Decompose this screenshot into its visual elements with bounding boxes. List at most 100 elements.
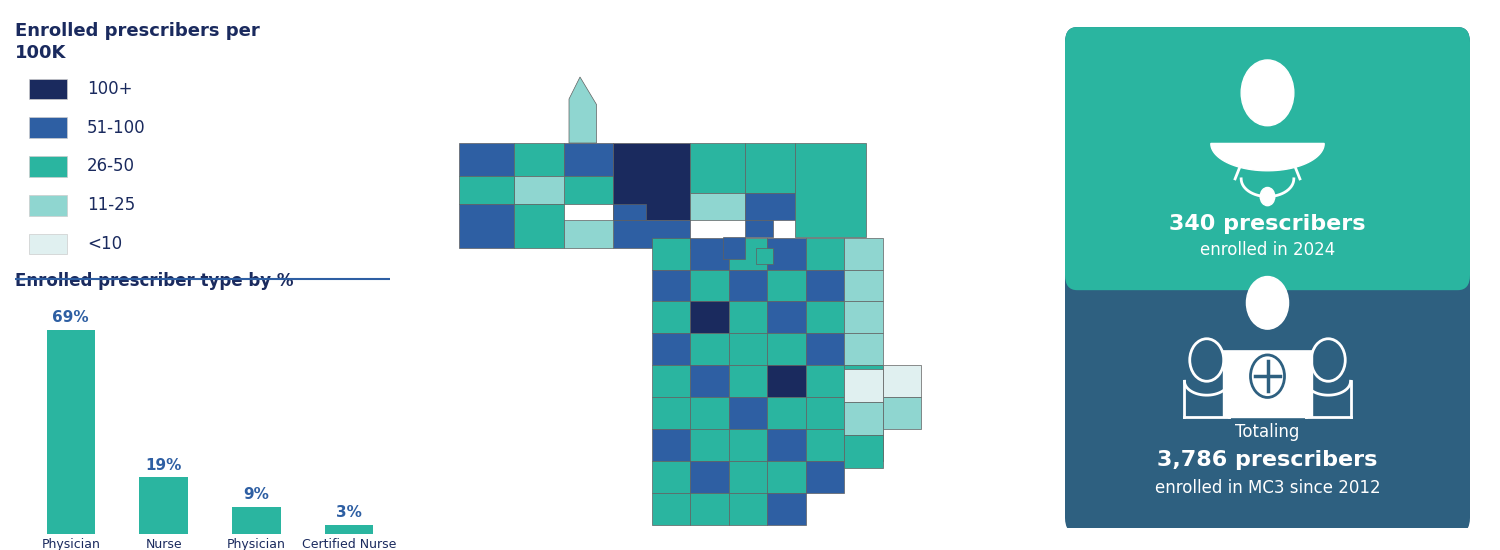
Polygon shape (651, 365, 690, 397)
Polygon shape (690, 270, 729, 301)
Polygon shape (806, 397, 844, 429)
Polygon shape (882, 365, 921, 397)
Polygon shape (746, 220, 772, 236)
Text: Totaling: Totaling (1236, 423, 1299, 441)
Polygon shape (514, 204, 564, 248)
Polygon shape (729, 493, 766, 525)
Text: 51-100: 51-100 (87, 119, 146, 136)
Polygon shape (690, 461, 729, 493)
Polygon shape (844, 368, 882, 402)
Circle shape (1260, 188, 1275, 206)
Polygon shape (564, 143, 614, 176)
Polygon shape (651, 461, 690, 493)
Bar (232, 507, 280, 534)
Text: Enrolled prescribers per
100K: Enrolled prescribers per 100K (15, 21, 260, 62)
Polygon shape (729, 270, 766, 301)
Polygon shape (690, 493, 729, 525)
Text: 3,786 prescribers: 3,786 prescribers (1158, 450, 1377, 470)
Polygon shape (690, 365, 729, 397)
Polygon shape (844, 402, 882, 434)
Bar (30, 195, 68, 216)
Polygon shape (1222, 351, 1312, 381)
Polygon shape (844, 429, 882, 461)
Circle shape (1240, 60, 1294, 126)
Polygon shape (806, 238, 844, 270)
Polygon shape (614, 220, 690, 248)
Polygon shape (844, 301, 882, 333)
Polygon shape (514, 176, 564, 204)
Text: enrolled in MC3 since 2012: enrolled in MC3 since 2012 (1155, 478, 1380, 497)
Polygon shape (564, 176, 614, 204)
Polygon shape (690, 238, 729, 270)
Polygon shape (844, 434, 882, 468)
Polygon shape (882, 397, 921, 429)
Polygon shape (766, 333, 806, 365)
Text: <10: <10 (87, 235, 122, 253)
Polygon shape (766, 270, 806, 301)
Polygon shape (766, 493, 806, 525)
Text: 19%: 19% (146, 458, 182, 473)
Text: 100+: 100+ (87, 80, 132, 98)
Text: 69%: 69% (53, 310, 88, 325)
Polygon shape (766, 397, 806, 429)
Polygon shape (806, 365, 844, 397)
Polygon shape (1222, 351, 1312, 417)
Polygon shape (729, 461, 766, 493)
Polygon shape (844, 365, 882, 397)
Polygon shape (766, 238, 806, 270)
Polygon shape (746, 192, 795, 220)
Text: 26-50: 26-50 (87, 157, 135, 175)
Text: enrolled in 2024: enrolled in 2024 (1200, 241, 1335, 258)
Polygon shape (806, 301, 844, 333)
Bar (326, 525, 374, 533)
Polygon shape (459, 176, 514, 204)
Bar (30, 156, 68, 177)
Polygon shape (806, 333, 844, 365)
Polygon shape (766, 301, 806, 333)
Polygon shape (729, 429, 766, 461)
Polygon shape (614, 143, 690, 220)
Polygon shape (844, 397, 882, 429)
FancyBboxPatch shape (1065, 27, 1470, 533)
Polygon shape (756, 248, 772, 264)
Polygon shape (844, 238, 882, 270)
Polygon shape (766, 365, 806, 397)
Polygon shape (459, 204, 514, 248)
Polygon shape (844, 270, 882, 301)
Polygon shape (746, 143, 795, 192)
Polygon shape (690, 429, 729, 461)
Polygon shape (844, 333, 882, 365)
Polygon shape (795, 143, 865, 236)
Polygon shape (806, 429, 844, 461)
Polygon shape (690, 301, 729, 333)
Polygon shape (651, 397, 690, 429)
Bar (1077, 250, 1458, 275)
Polygon shape (690, 333, 729, 365)
Text: 3%: 3% (336, 505, 362, 520)
Polygon shape (729, 301, 766, 333)
FancyBboxPatch shape (1065, 27, 1470, 290)
Polygon shape (568, 77, 597, 143)
Polygon shape (614, 204, 646, 220)
Bar (140, 477, 188, 534)
Polygon shape (766, 429, 806, 461)
Polygon shape (564, 220, 614, 248)
Polygon shape (651, 270, 690, 301)
Bar (30, 234, 68, 254)
Text: 11-25: 11-25 (87, 196, 135, 214)
Bar (30, 79, 68, 99)
Polygon shape (690, 192, 746, 220)
Polygon shape (723, 236, 746, 258)
Polygon shape (651, 301, 690, 333)
Circle shape (1246, 277, 1288, 329)
Polygon shape (651, 429, 690, 461)
Bar (46, 329, 94, 534)
Polygon shape (514, 143, 564, 176)
Polygon shape (651, 493, 690, 525)
Polygon shape (766, 461, 806, 493)
Polygon shape (459, 143, 514, 176)
Polygon shape (1210, 144, 1324, 170)
Text: Enrolled prescriber type by %: Enrolled prescriber type by % (15, 272, 294, 290)
Polygon shape (729, 365, 766, 397)
Text: 9%: 9% (243, 487, 270, 503)
